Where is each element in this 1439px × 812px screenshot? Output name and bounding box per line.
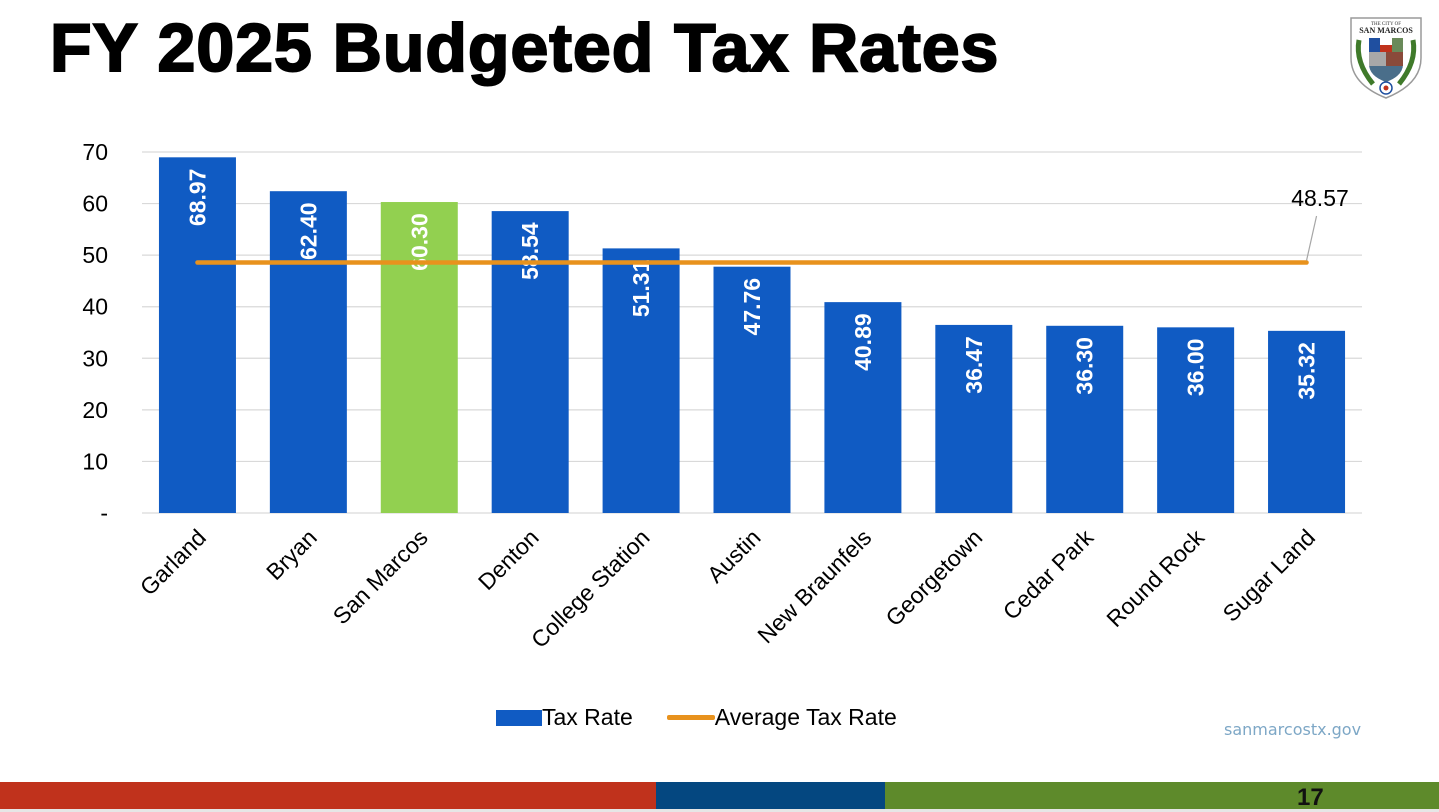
- average-value-label: 48.57: [1291, 185, 1349, 211]
- average-label-leader: [1305, 215, 1318, 261]
- x-tick-label: Round Rock: [1101, 524, 1209, 632]
- bar-value-label: 68.97: [184, 169, 210, 227]
- bar-value-label: 62.40: [295, 202, 321, 260]
- y-tick-label: 40: [82, 294, 108, 320]
- y-tick-label: 70: [82, 139, 108, 165]
- y-tick-label: 60: [82, 191, 108, 217]
- y-tick-label: 20: [82, 397, 108, 423]
- footer-bar-blue: [656, 782, 885, 809]
- chart-legend: Tax Rate Average Tax Rate: [496, 704, 931, 731]
- bar-new-braunfels: [824, 302, 902, 513]
- x-tick-label: Denton: [473, 524, 544, 595]
- y-tick-label: 50: [82, 242, 108, 268]
- legend-label-tax-rate: Tax Rate: [542, 704, 633, 730]
- bar-round-rock: [1157, 327, 1235, 513]
- x-tick-label: Austin: [702, 524, 766, 588]
- legend-label-average-tax-rate: Average Tax Rate: [714, 704, 897, 730]
- page-number: 17: [1297, 784, 1324, 811]
- bar-value-label: 35.32: [1294, 342, 1320, 400]
- bar-austin: [713, 266, 791, 513]
- legend-item-tax-rate: Tax Rate: [496, 704, 633, 731]
- bar-georgetown: [935, 324, 1013, 513]
- x-tick-label: Garland: [135, 524, 211, 600]
- seal-name-text: SAN MARCOS: [1359, 26, 1413, 35]
- footer-bar-red: [0, 782, 656, 809]
- bar-value-label: 40.89: [850, 313, 876, 371]
- y-tick-label: -: [100, 500, 108, 526]
- bottom-strip: [0, 809, 1439, 812]
- bar-college-station: [602, 248, 680, 513]
- x-tick-label: Bryan: [261, 524, 322, 585]
- city-seal-icon: THE CITY OF SAN MARCOS: [1350, 17, 1422, 99]
- bar-sugar-land: [1268, 330, 1346, 513]
- bar-bryan: [269, 191, 347, 514]
- bar-value-label: 36.00: [1183, 339, 1209, 397]
- x-tick-label: New Braunfels: [752, 524, 876, 648]
- bar-value-label: 36.47: [961, 336, 987, 394]
- bar-value-label: 36.30: [1072, 337, 1098, 395]
- x-tick-label: Cedar Park: [998, 524, 1099, 625]
- bar-garland: [158, 157, 236, 513]
- x-tick-label: Sugar Land: [1218, 524, 1320, 626]
- legend-swatch-bar: [496, 709, 542, 726]
- y-tick-label: 30: [82, 345, 108, 371]
- y-tick-label: 10: [82, 448, 108, 474]
- x-tick-label: San Marcos: [328, 524, 433, 629]
- bar-value-label: 47.76: [739, 278, 765, 336]
- website-url[interactable]: sanmarcostx.gov: [1224, 720, 1362, 739]
- slide-title: FY 2025 Budgeted Tax Rates: [49, 10, 1000, 86]
- bar-cedar-park: [1046, 325, 1124, 513]
- legend-item-average-tax-rate: Average Tax Rate: [666, 704, 897, 731]
- seal-top-text: THE CITY OF: [1371, 22, 1401, 27]
- bar-value-label: 58.54: [517, 222, 543, 280]
- bar-san-marcos: [380, 202, 458, 513]
- legend-swatch-line: [666, 715, 715, 720]
- x-tick-label: Georgetown: [880, 524, 987, 631]
- x-tick-label: College Station: [526, 524, 655, 653]
- footer-bar-green: [885, 782, 1439, 809]
- bar-value-label: 51.31: [628, 259, 654, 317]
